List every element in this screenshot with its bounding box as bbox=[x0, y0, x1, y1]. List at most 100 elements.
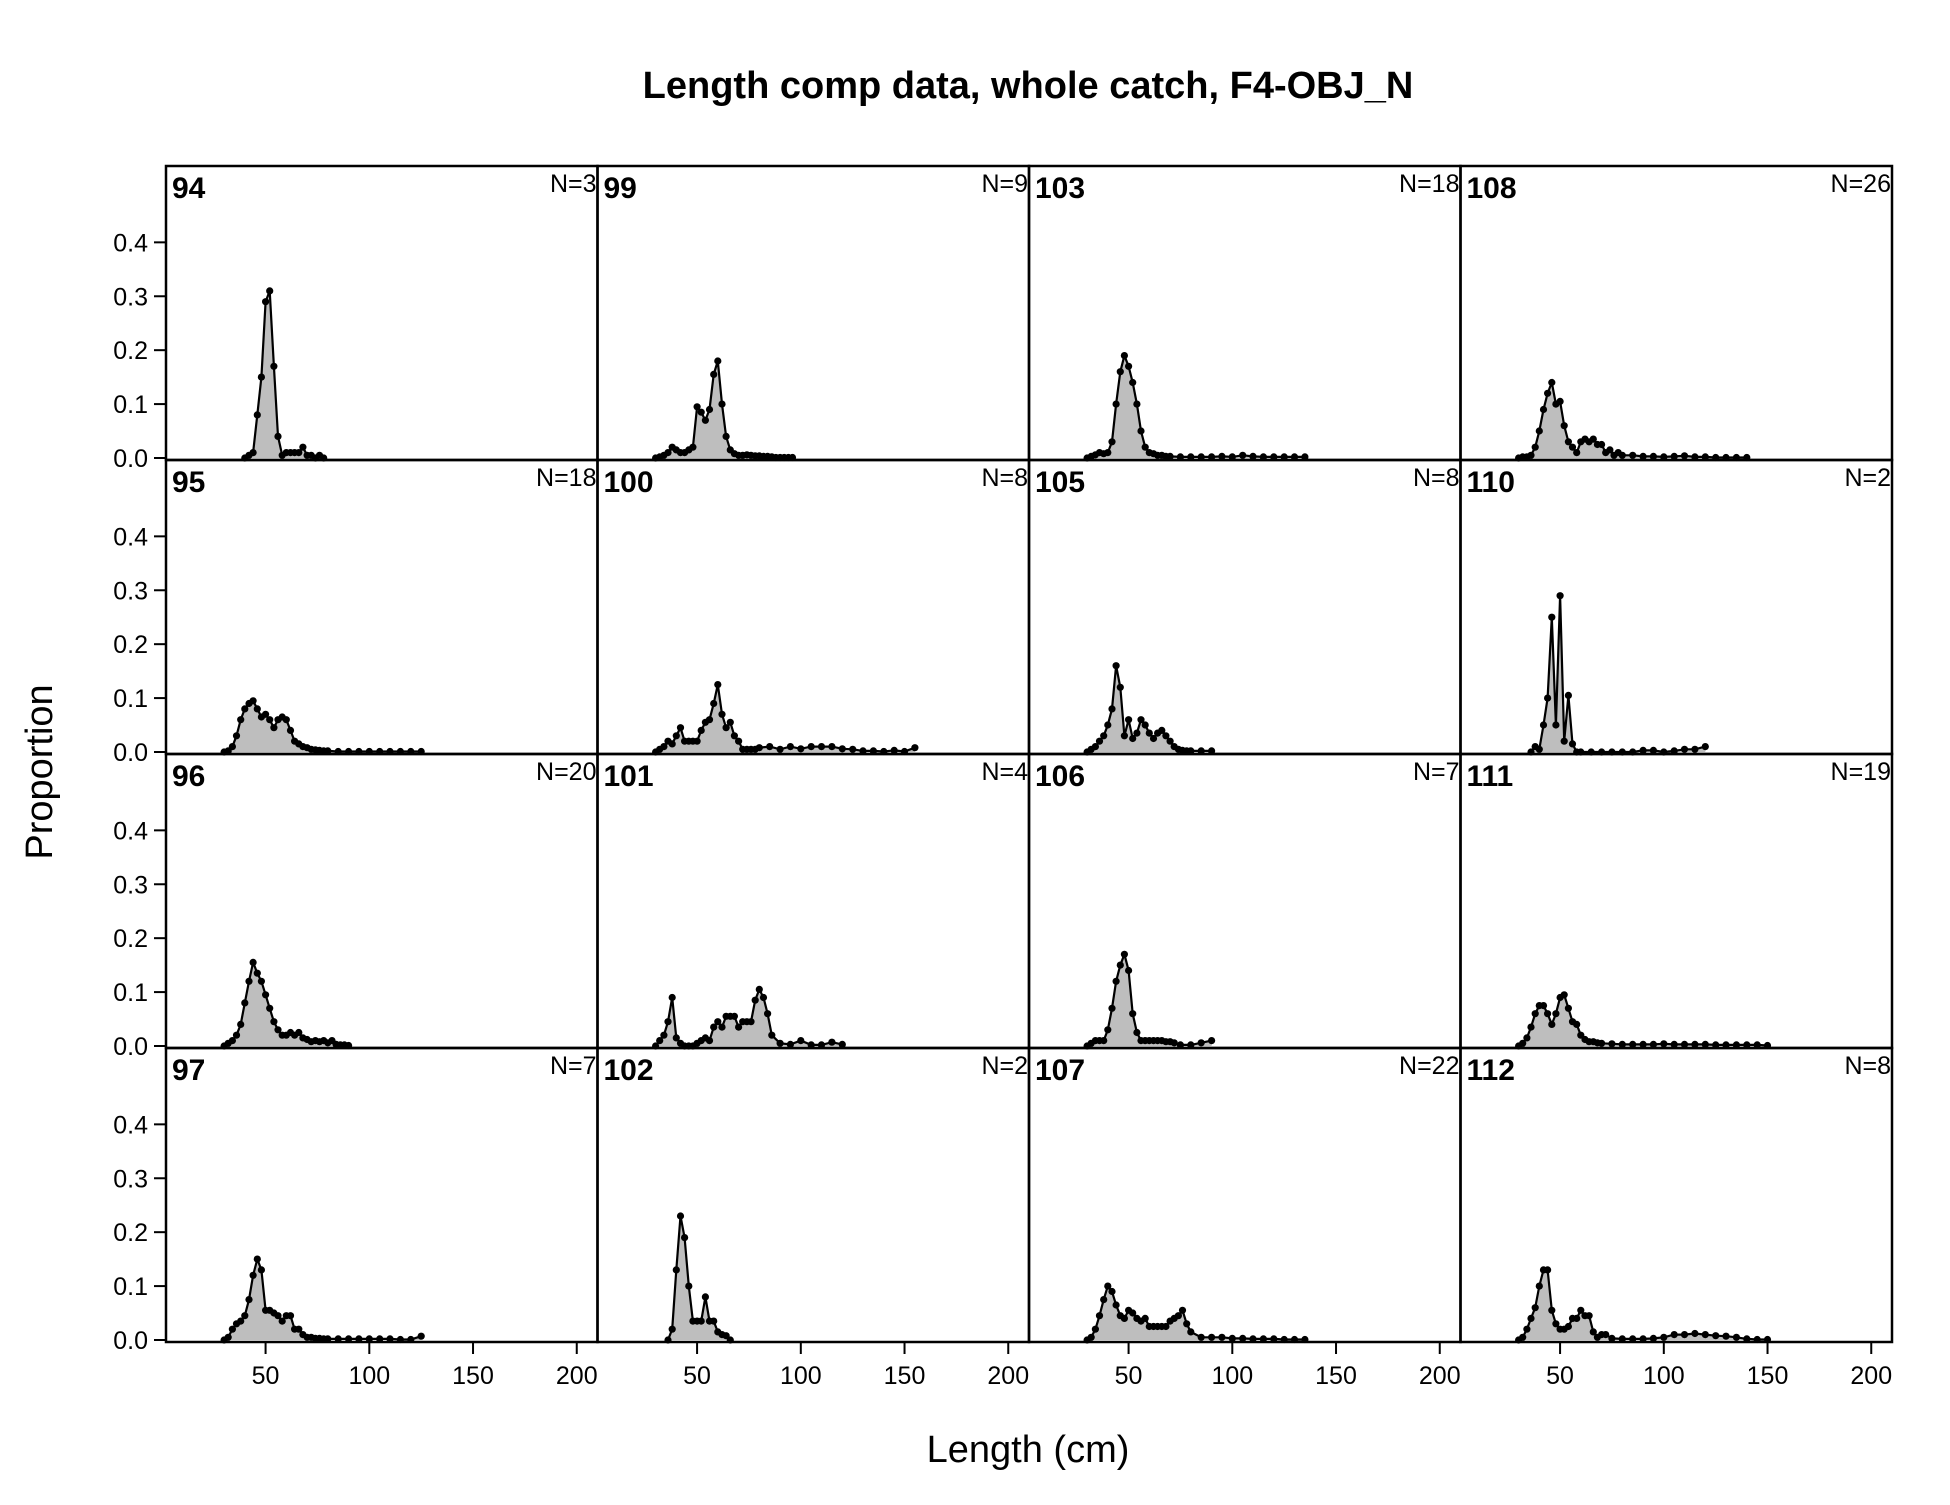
data-point bbox=[1519, 1039, 1527, 1047]
data-point bbox=[768, 1031, 776, 1039]
data-point bbox=[1183, 1320, 1191, 1328]
data-point bbox=[237, 1317, 245, 1325]
y-tick-label: 0.4 bbox=[113, 817, 148, 845]
data-point bbox=[685, 1282, 693, 1290]
data-point bbox=[1539, 721, 1548, 729]
data-point bbox=[1162, 1322, 1170, 1331]
data-point bbox=[1573, 449, 1581, 457]
data-point bbox=[1701, 743, 1709, 751]
data-point bbox=[1712, 1332, 1720, 1340]
data-point bbox=[1552, 721, 1560, 729]
data-point bbox=[1670, 452, 1678, 460]
data-point bbox=[1573, 1314, 1581, 1322]
data-point bbox=[1556, 592, 1564, 600]
panel-frame bbox=[164, 752, 599, 1050]
data-point bbox=[676, 1212, 685, 1220]
data-point bbox=[710, 370, 718, 378]
data-point bbox=[1535, 745, 1543, 753]
data-point bbox=[1519, 1333, 1527, 1341]
data-point bbox=[1680, 452, 1689, 460]
panel-area-99 bbox=[655, 361, 793, 458]
data-point bbox=[1091, 743, 1099, 751]
data-point bbox=[1722, 1041, 1730, 1049]
data-point bbox=[1162, 732, 1170, 740]
data-point bbox=[1208, 747, 1216, 755]
x-axis-label: Length (cm) bbox=[927, 1429, 1130, 1471]
panel-n-label: N=8 bbox=[981, 464, 1028, 492]
data-point bbox=[1539, 405, 1548, 414]
data-point bbox=[1301, 453, 1309, 461]
panel-108: 108 N=26 bbox=[1459, 164, 1894, 462]
data-point bbox=[1108, 438, 1116, 446]
panel-96: 96 N=20 bbox=[164, 752, 599, 1050]
panel-99: 99 N=9 bbox=[596, 164, 1031, 462]
data-point bbox=[1639, 746, 1647, 755]
data-point bbox=[1208, 1037, 1216, 1045]
data-point bbox=[1208, 1333, 1216, 1341]
data-point bbox=[1568, 443, 1577, 451]
data-point bbox=[1589, 1328, 1597, 1336]
data-point bbox=[1564, 1322, 1572, 1331]
data-point bbox=[1712, 1041, 1720, 1049]
data-point bbox=[869, 747, 878, 755]
data-point bbox=[1120, 352, 1128, 360]
data-point bbox=[249, 958, 257, 967]
data-point bbox=[1197, 747, 1205, 755]
data-point bbox=[1178, 1306, 1187, 1314]
x-tick-label: 100 bbox=[1643, 1362, 1685, 1390]
panel-100: 100 N=8 bbox=[596, 458, 1031, 756]
data-point bbox=[693, 737, 701, 745]
data-point bbox=[1722, 1332, 1730, 1340]
data-point bbox=[1112, 977, 1120, 985]
data-point bbox=[1120, 732, 1128, 740]
panel-frame bbox=[1459, 458, 1894, 756]
data-point bbox=[1548, 1020, 1556, 1028]
data-point bbox=[228, 743, 236, 751]
data-point bbox=[689, 443, 697, 451]
data-point bbox=[1560, 991, 1568, 999]
x-tick-label: 50 bbox=[252, 1362, 280, 1390]
y-tick-label: 0.1 bbox=[113, 685, 148, 713]
panel-label: 111 bbox=[1467, 760, 1514, 793]
data-point bbox=[1228, 453, 1236, 461]
data-point bbox=[1568, 740, 1577, 748]
data-point bbox=[1145, 729, 1153, 737]
data-point bbox=[1133, 729, 1141, 737]
data-point bbox=[1104, 449, 1112, 457]
data-point bbox=[1137, 716, 1145, 724]
data-point bbox=[1125, 362, 1133, 370]
panel-area-100 bbox=[655, 684, 915, 752]
data-point bbox=[1197, 1333, 1205, 1341]
data-point bbox=[1228, 1334, 1236, 1342]
panel-frame bbox=[164, 164, 599, 462]
x-tick-label: 200 bbox=[987, 1362, 1029, 1390]
panel-area-95 bbox=[224, 700, 422, 752]
data-point bbox=[755, 985, 763, 994]
panel-area-94 bbox=[244, 290, 324, 458]
panel-area-103 bbox=[1087, 355, 1305, 458]
panel-106: 106 N=7 bbox=[1027, 752, 1462, 1050]
data-point bbox=[1606, 446, 1614, 454]
y-tick-label: 0.2 bbox=[113, 337, 148, 365]
panel-area-102 bbox=[668, 1216, 731, 1340]
data-point bbox=[681, 1234, 689, 1242]
data-point bbox=[355, 1335, 363, 1343]
data-point bbox=[660, 1031, 668, 1039]
data-point bbox=[859, 747, 867, 755]
data-point bbox=[697, 726, 705, 735]
data-point bbox=[1691, 745, 1699, 753]
data-point bbox=[797, 1037, 805, 1045]
data-point bbox=[1660, 1333, 1668, 1341]
data-point bbox=[1577, 1306, 1585, 1314]
data-point bbox=[710, 1023, 718, 1031]
data-point bbox=[1691, 453, 1699, 461]
panel-area-108 bbox=[1518, 382, 1747, 458]
panel-label: 105 bbox=[1035, 466, 1085, 499]
data-point bbox=[1629, 1335, 1637, 1343]
data-point bbox=[1108, 1004, 1116, 1012]
panel-label: 96 bbox=[172, 760, 205, 793]
data-point bbox=[1701, 453, 1709, 461]
data-point bbox=[286, 1312, 295, 1320]
data-point bbox=[270, 724, 278, 732]
